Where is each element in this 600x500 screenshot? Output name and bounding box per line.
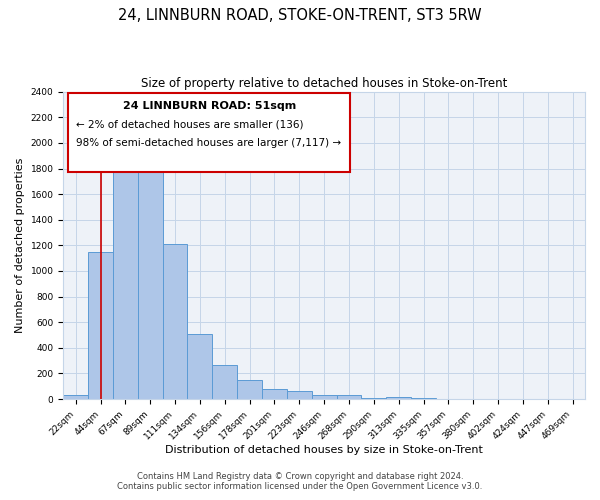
Bar: [88, 252, 113, 399]
Bar: [113, 150, 138, 399]
Bar: [63, 395, 88, 399]
Bar: [138, 164, 163, 399]
Text: Contains public sector information licensed under the Open Government Licence v3: Contains public sector information licen…: [118, 482, 482, 491]
Bar: [287, 390, 312, 399]
X-axis label: Distribution of detached houses by size in Stoke-on-Trent: Distribution of detached houses by size …: [165, 445, 483, 455]
Bar: [337, 395, 361, 399]
Title: Size of property relative to detached houses in Stoke-on-Trent: Size of property relative to detached ho…: [141, 78, 508, 90]
Text: 24, LINNBURN ROAD, STOKE-ON-TRENT, ST3 5RW: 24, LINNBURN ROAD, STOKE-ON-TRENT, ST3 5…: [118, 8, 482, 22]
Bar: [411, 398, 436, 399]
Text: 98% of semi-detached houses are larger (7,117) →: 98% of semi-detached houses are larger (…: [76, 138, 341, 148]
FancyBboxPatch shape: [68, 93, 350, 172]
Text: ← 2% of detached houses are smaller (136): ← 2% of detached houses are smaller (136…: [76, 120, 304, 130]
Text: Contains HM Land Registry data © Crown copyright and database right 2024.: Contains HM Land Registry data © Crown c…: [137, 472, 463, 481]
Bar: [237, 380, 262, 399]
Bar: [386, 398, 411, 399]
Bar: [262, 390, 287, 399]
Bar: [361, 398, 386, 399]
Bar: [212, 365, 237, 399]
Bar: [163, 244, 187, 399]
Text: 24 LINNBURN ROAD: 51sqm: 24 LINNBURN ROAD: 51sqm: [123, 101, 296, 111]
Bar: [312, 394, 337, 399]
Bar: [187, 334, 212, 399]
Y-axis label: Number of detached properties: Number of detached properties: [15, 158, 25, 333]
